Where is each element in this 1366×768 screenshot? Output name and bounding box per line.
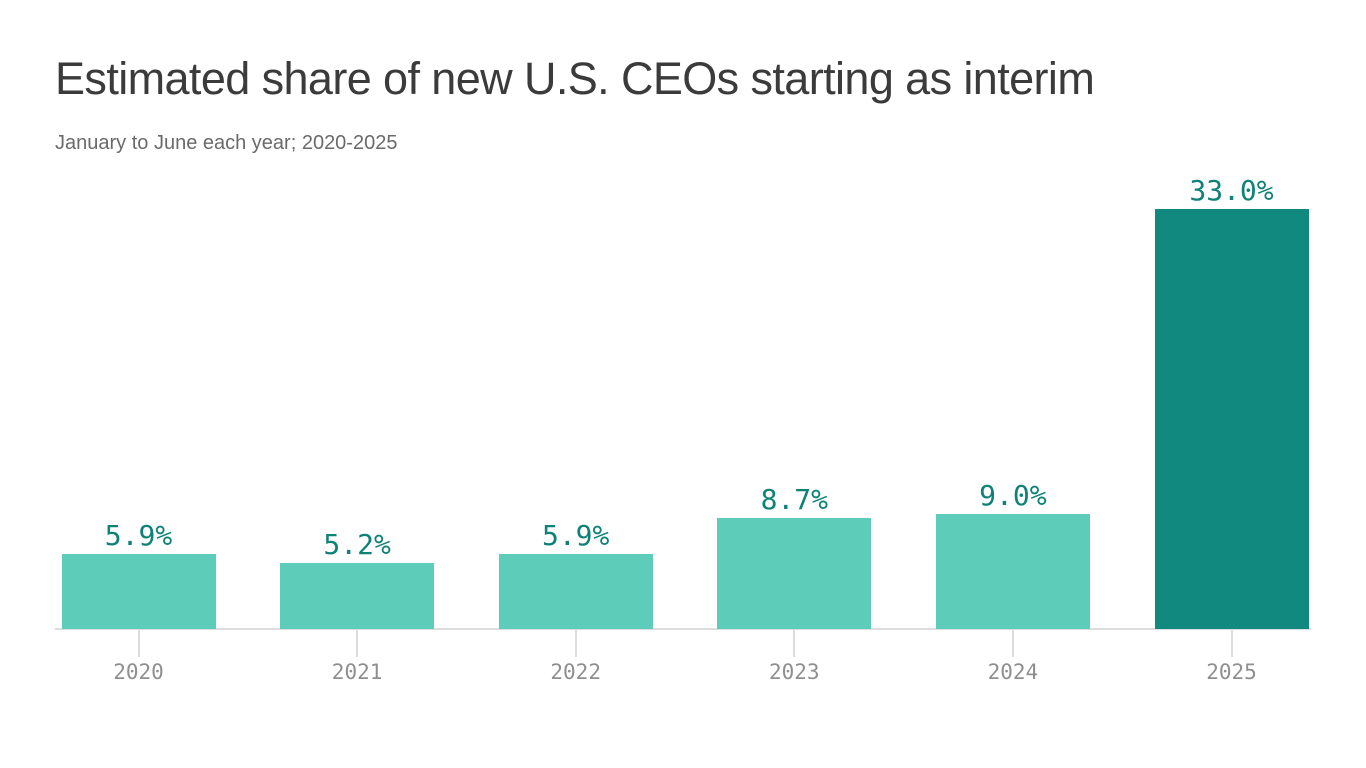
bar-2023 bbox=[717, 518, 872, 629]
x-label-2021: 2021 bbox=[331, 660, 383, 684]
tick-2024 bbox=[1011, 629, 1014, 657]
chart-subtitle: January to June each year; 2020-2025 bbox=[55, 132, 398, 154]
tick-2021 bbox=[356, 629, 359, 657]
tick-2025 bbox=[1230, 629, 1233, 657]
x-axis-line bbox=[55, 628, 1311, 630]
value-label-2022: 5.9% bbox=[541, 519, 610, 552]
x-label-2020: 2020 bbox=[113, 660, 164, 684]
bar-2024 bbox=[935, 514, 1090, 629]
value-label-2021: 5.2% bbox=[323, 528, 391, 561]
x-label-2025: 2025 bbox=[1206, 660, 1257, 684]
bar-2025 bbox=[1154, 209, 1309, 629]
value-label-2020: 5.9% bbox=[104, 519, 173, 552]
tick-2020 bbox=[137, 629, 140, 657]
tick-2022 bbox=[574, 629, 577, 657]
bar-2020 bbox=[61, 554, 216, 629]
tick-2023 bbox=[793, 629, 796, 657]
value-label-2023: 8.7% bbox=[760, 483, 829, 516]
x-label-2023: 2023 bbox=[769, 660, 820, 684]
bar-2022 bbox=[498, 554, 653, 629]
x-label-2022: 2022 bbox=[550, 660, 601, 684]
x-label-2024: 2024 bbox=[987, 660, 1039, 684]
bar-2021 bbox=[280, 563, 435, 629]
value-label-2024: 9.0% bbox=[979, 479, 1047, 512]
value-label-2025: 33.0% bbox=[1189, 174, 1274, 207]
chart-title: Estimated share of new U.S. CEOs startin… bbox=[55, 53, 1095, 104]
